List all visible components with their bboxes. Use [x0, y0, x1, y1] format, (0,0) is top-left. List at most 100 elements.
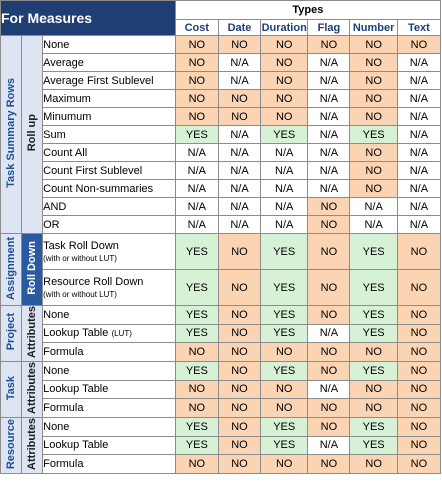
value-cell-cost: YES [174, 323, 219, 344]
row-label: Lookup Table (LUT) [42, 323, 176, 344]
value-cell-text: NO [396, 35, 442, 54]
value-cell-number: YES [349, 416, 398, 437]
row-label-text: None [43, 364, 70, 377]
table-row: Lookup Table YES NO YES N/A YES NO [1, 435, 442, 456]
table-row: Count First Sublevel N/A N/A N/A N/A NO N/A [1, 161, 442, 180]
value-cell-cost: N/A [174, 197, 219, 216]
value-cell-date: N/A [217, 179, 262, 198]
value-cell-flag: N/A [307, 89, 351, 108]
value-cell-number: YES [349, 435, 398, 456]
value-cell-text: N/A [396, 215, 442, 234]
value-cell-flag: NO [307, 416, 351, 437]
value-cell-flag: N/A [307, 143, 351, 162]
value-cell-date: N/A [217, 125, 262, 144]
value-cell-date: N/A [217, 143, 262, 162]
row-label: None [42, 305, 176, 325]
row-label: Formula [42, 342, 176, 362]
value-cell-flag: N/A [307, 107, 351, 126]
group-label-text: Task [4, 375, 17, 401]
value-cell-text: NO [396, 233, 442, 270]
value-cell-cost: NO [174, 454, 219, 474]
value-cell-flag: NO [307, 398, 351, 418]
value-cell-flag: N/A [307, 379, 351, 400]
value-cell-number: NO [349, 454, 398, 474]
value-cell-text: N/A [396, 125, 442, 144]
table-row: Count Non-summaries N/A N/A N/A N/A NO N/A [1, 179, 442, 198]
table-row: Count All N/A N/A N/A N/A NO N/A [1, 143, 442, 162]
row-label: OR [42, 215, 176, 234]
value-cell-number: NO [349, 179, 398, 198]
value-cell-duration: YES [260, 233, 309, 270]
value-cell-date: N/A [217, 197, 262, 216]
row-label-note: (with or without LUT) [43, 289, 117, 299]
value-cell-cost: YES [174, 269, 219, 306]
row-label-text: Maximum [43, 92, 91, 105]
value-cell-cost: NO [174, 107, 219, 126]
column-header-cost: Cost [174, 19, 219, 36]
value-cell-flag: N/A [307, 323, 351, 344]
row-label: Lookup Table [42, 435, 176, 456]
row-label-text: Sum [43, 128, 66, 141]
value-cell-date: NO [217, 435, 262, 456]
measures-table: For Measures Types Cost Date Duration Flag N… [0, 0, 442, 474]
value-cell-text: NO [396, 435, 442, 456]
column-header-number: Number [349, 19, 398, 36]
table-row: Average First Sublevel NO N/A NO N/A NO N/A [1, 71, 442, 90]
value-cell-duration: N/A [260, 197, 309, 216]
row-label-text: Formula [43, 402, 84, 415]
row-label: Maximum [42, 89, 176, 108]
value-cell-flag: N/A [307, 71, 351, 90]
value-cell-text: N/A [396, 71, 442, 90]
row-label: Count First Sublevel [42, 161, 176, 180]
table-row: Resource Roll Down (with or without LUT) Y… [1, 269, 442, 306]
value-cell-duration: N/A [260, 143, 309, 162]
value-cell-date: N/A [217, 161, 262, 180]
value-cell-number: YES [349, 269, 398, 306]
value-cell-number: N/A [349, 215, 398, 234]
value-cell-duration: NO [260, 398, 309, 418]
row-label-text: Count Non-summaries [43, 182, 154, 195]
row-label: Resource Roll Down (with or without LUT) [42, 269, 176, 306]
value-cell-date: NO [217, 107, 262, 126]
value-cell-duration: YES [260, 416, 309, 437]
table-row: Project Attributes None YES NO YES NO YES NO [0, 305, 442, 362]
value-cell-number: YES [349, 360, 398, 381]
subgroup-label: Attributes [20, 305, 44, 362]
row-label-text: Formula [43, 346, 84, 359]
subgroup-label-text: Attributes [25, 417, 38, 470]
value-cell-cost: NO [174, 71, 219, 90]
value-cell-duration: YES [260, 125, 309, 144]
value-cell-date: NO [217, 233, 262, 270]
row-label-text: Resource Roll Down [43, 275, 144, 288]
row-label: Average First Sublevel [42, 71, 176, 90]
value-cell-cost: YES [174, 360, 219, 381]
value-cell-number: YES [349, 233, 398, 270]
row-label-note: (with or without LUT) [43, 253, 117, 263]
value-cell-text: NO [396, 342, 442, 362]
value-cell-duration: YES [260, 360, 309, 381]
value-cell-text: N/A [396, 89, 442, 108]
row-label-text: Formula [43, 458, 84, 471]
group-label: Assignment [0, 233, 22, 306]
value-cell-flag: NO [307, 454, 351, 474]
table-row: Average NO N/A NO N/A NO N/A [1, 53, 442, 72]
value-cell-duration: NO [260, 89, 309, 108]
table-row: Formula NO NO NO NO NO NO [1, 342, 442, 362]
row-label-text: Lookup Table [43, 327, 109, 340]
group-label: Project [0, 305, 22, 362]
row-label-text: Minumum [43, 110, 92, 123]
value-cell-cost: N/A [174, 161, 219, 180]
value-cell-cost: NO [174, 379, 219, 400]
value-cell-flag: NO [307, 233, 351, 270]
column-header-flag: Flag [307, 19, 351, 36]
value-cell-text: N/A [396, 143, 442, 162]
value-cell-duration: NO [260, 71, 309, 90]
value-cell-text: NO [396, 416, 442, 437]
value-cell-date: NO [217, 323, 262, 344]
value-cell-flag: NO [307, 305, 351, 325]
row-label-text: OR [43, 218, 60, 231]
row-label: Lookup Table [42, 379, 176, 400]
value-cell-cost: YES [174, 125, 219, 144]
row-label: Minumum [42, 107, 176, 126]
